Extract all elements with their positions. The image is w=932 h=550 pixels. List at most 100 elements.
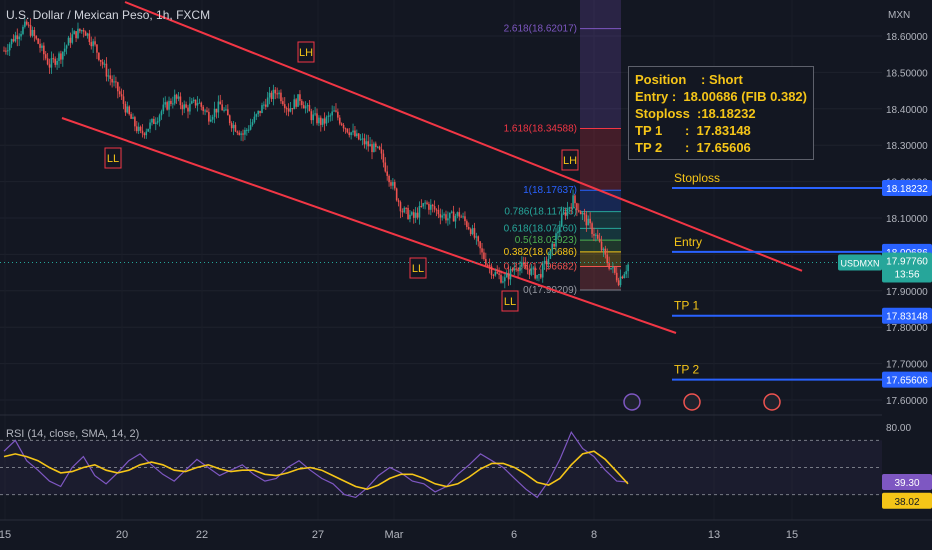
price-tick-label: 18.30000: [886, 141, 928, 152]
candle-body: [485, 259, 487, 265]
candle-body: [357, 133, 360, 140]
candle-body: [409, 214, 411, 220]
candle-body: [6, 50, 9, 52]
candle-body: [145, 131, 148, 136]
candle-body: [92, 41, 94, 47]
fib-level-label: 0.618(18.07160): [504, 223, 577, 234]
candle-body: [519, 266, 521, 272]
candle-body: [99, 59, 102, 62]
level-badge: 17.65606: [886, 376, 928, 387]
candle-body: [536, 274, 538, 279]
candle-body: [316, 113, 318, 124]
fib-level-label: 0(17.90209): [523, 285, 577, 296]
candle-body: [390, 182, 392, 186]
sma-badge: 38.02: [894, 497, 919, 508]
candle-body: [327, 115, 330, 117]
candle-body: [483, 252, 485, 260]
candle-body: [109, 75, 112, 79]
fib-level-label: 1(18.17637): [523, 185, 577, 196]
candle-body: [319, 117, 322, 125]
candle-body: [612, 267, 614, 269]
candle-body: [534, 267, 536, 279]
candle-body: [200, 102, 203, 107]
candle-body: [522, 262, 525, 265]
candle-body: [39, 43, 41, 48]
candle-body: [181, 105, 184, 110]
candle-body: [488, 265, 491, 267]
candle-body: [217, 101, 220, 113]
candle-body: [314, 113, 316, 115]
swing-label-box: [104, 147, 122, 169]
candle-body: [403, 207, 406, 213]
candle-body: [33, 29, 36, 37]
candle-body: [604, 248, 607, 255]
candle-body: [511, 269, 514, 271]
candle-body: [557, 231, 559, 234]
candle-body: [223, 109, 225, 111]
channel-lower-line: [61, 117, 677, 334]
candle-body: [606, 254, 609, 264]
candle-body: [249, 125, 252, 130]
candle-body: [553, 243, 555, 247]
candle-body: [8, 44, 11, 51]
candle-body: [25, 21, 28, 25]
candle-body: [88, 33, 91, 43]
candle-body: [270, 92, 273, 100]
candle-body: [500, 274, 502, 283]
fib-zone: [580, 251, 621, 267]
rsi-series-rsi: [3, 430, 629, 499]
time-tick-label: Mar: [385, 529, 404, 541]
candle-body: [547, 258, 550, 265]
candle-body: [272, 89, 275, 100]
time-tick-label: 15: [0, 529, 11, 541]
swing-label: LL: [412, 263, 424, 275]
candle-body: [384, 162, 387, 172]
trade-info-box[interactable]: Position: Short Entry: 18.00686 (FIB 0.3…: [628, 66, 814, 160]
candle-body: [175, 94, 178, 99]
candle-body: [56, 60, 58, 65]
candle-body: [460, 216, 462, 218]
candle-body: [48, 64, 51, 68]
candle-body: [517, 269, 519, 272]
candle-body: [469, 229, 472, 235]
candle-body: [247, 129, 250, 131]
candle-body: [179, 96, 182, 106]
candle-body: [154, 122, 157, 124]
time-tick-label: 27: [312, 529, 324, 541]
candle-body: [308, 105, 311, 112]
candle-body: [173, 94, 176, 104]
candle-body: [498, 273, 500, 275]
candle-body: [111, 78, 113, 83]
fib-zone: [580, 128, 621, 191]
fib-zone: [580, 266, 621, 291]
candle-body: [598, 238, 601, 242]
fib-zone: [580, 228, 621, 241]
candle-body: [147, 128, 149, 132]
candle-body: [325, 116, 328, 124]
candle-body: [564, 212, 567, 216]
candle-body: [524, 264, 527, 269]
candle-body: [414, 212, 417, 218]
candle-body: [73, 31, 75, 35]
candle-body: [373, 143, 375, 153]
candle-body: [208, 111, 210, 122]
candle-body: [386, 171, 388, 176]
candle-body: [289, 108, 292, 112]
candle-body: [333, 110, 335, 112]
price-tick-label: 18.40000: [886, 105, 928, 116]
candle-body: [20, 33, 22, 37]
candle-body: [225, 109, 227, 111]
candle-body: [541, 263, 544, 278]
candle-body: [259, 110, 261, 113]
candle-body: [37, 38, 39, 44]
candle-body: [132, 117, 134, 119]
candle-body: [236, 131, 239, 133]
candle-body: [346, 128, 349, 133]
candle-body: [464, 216, 466, 222]
info-row-entry: Entry: 18.00686 (FIB 0.382): [635, 89, 807, 104]
candle-body: [287, 108, 290, 112]
candle-body: [65, 45, 68, 49]
candle-body: [151, 118, 153, 123]
candle-body: [189, 103, 191, 112]
